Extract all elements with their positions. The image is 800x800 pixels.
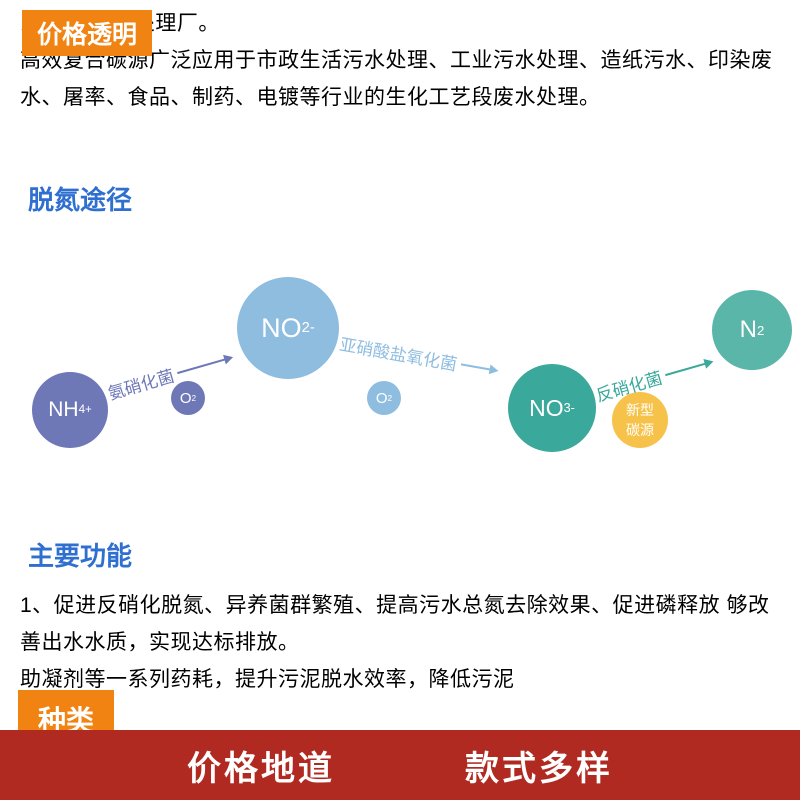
functions-text: 1、促进反硝化脱氮、异养菌群繁殖、提高污水总氮去除效果、促进磷释放 够改善出水水… [20, 588, 780, 698]
intro-line2: 高效复合碳源广泛应用于市政生活污水处理、工业污水处理、造纸污水、印染废水、屠率、… [20, 49, 773, 109]
arrow-line-3 [665, 360, 712, 375]
arrow-line-2 [461, 363, 497, 371]
arrow-ammonia-nitrifier: 氨硝化菌 [105, 345, 235, 404]
arrow-label-2: 亚硝酸盐氧化菌 [338, 330, 460, 375]
heading-denitrification-path: 脱氮途径 [28, 180, 132, 217]
func-line2: 助凝剂等一系列药耗，提升污泥脱水效率，降低污泥 [20, 668, 515, 691]
bottom-item-styles: 款式多样 [465, 741, 613, 790]
node-o2-left: O2 [171, 381, 205, 415]
arrow-label-1: 氨硝化菌 [105, 362, 177, 405]
node-no2: NO2- [237, 277, 339, 379]
node-nh4: NH4+ [32, 372, 108, 448]
bottom-item-price: 价格地道 [187, 741, 335, 790]
bottom-banner: 价格地道 款式多样 [0, 730, 800, 800]
price-transparent-badge: 价格透明 [22, 10, 152, 56]
arrow-nitrite-oxidizer: 亚硝酸盐氧化菌 [338, 330, 499, 382]
node-o2-right: O2 [367, 381, 401, 415]
node-n2: N2 [712, 290, 792, 370]
func-line1: 1、促进反硝化脱氮、异养菌群繁殖、提高污水总氮去除效果、促进磷释放 够改善出水水… [20, 594, 770, 654]
node-no3: NO3- [508, 364, 596, 452]
heading-main-functions: 主要功能 [28, 536, 132, 573]
arrow-line-1 [177, 356, 231, 373]
